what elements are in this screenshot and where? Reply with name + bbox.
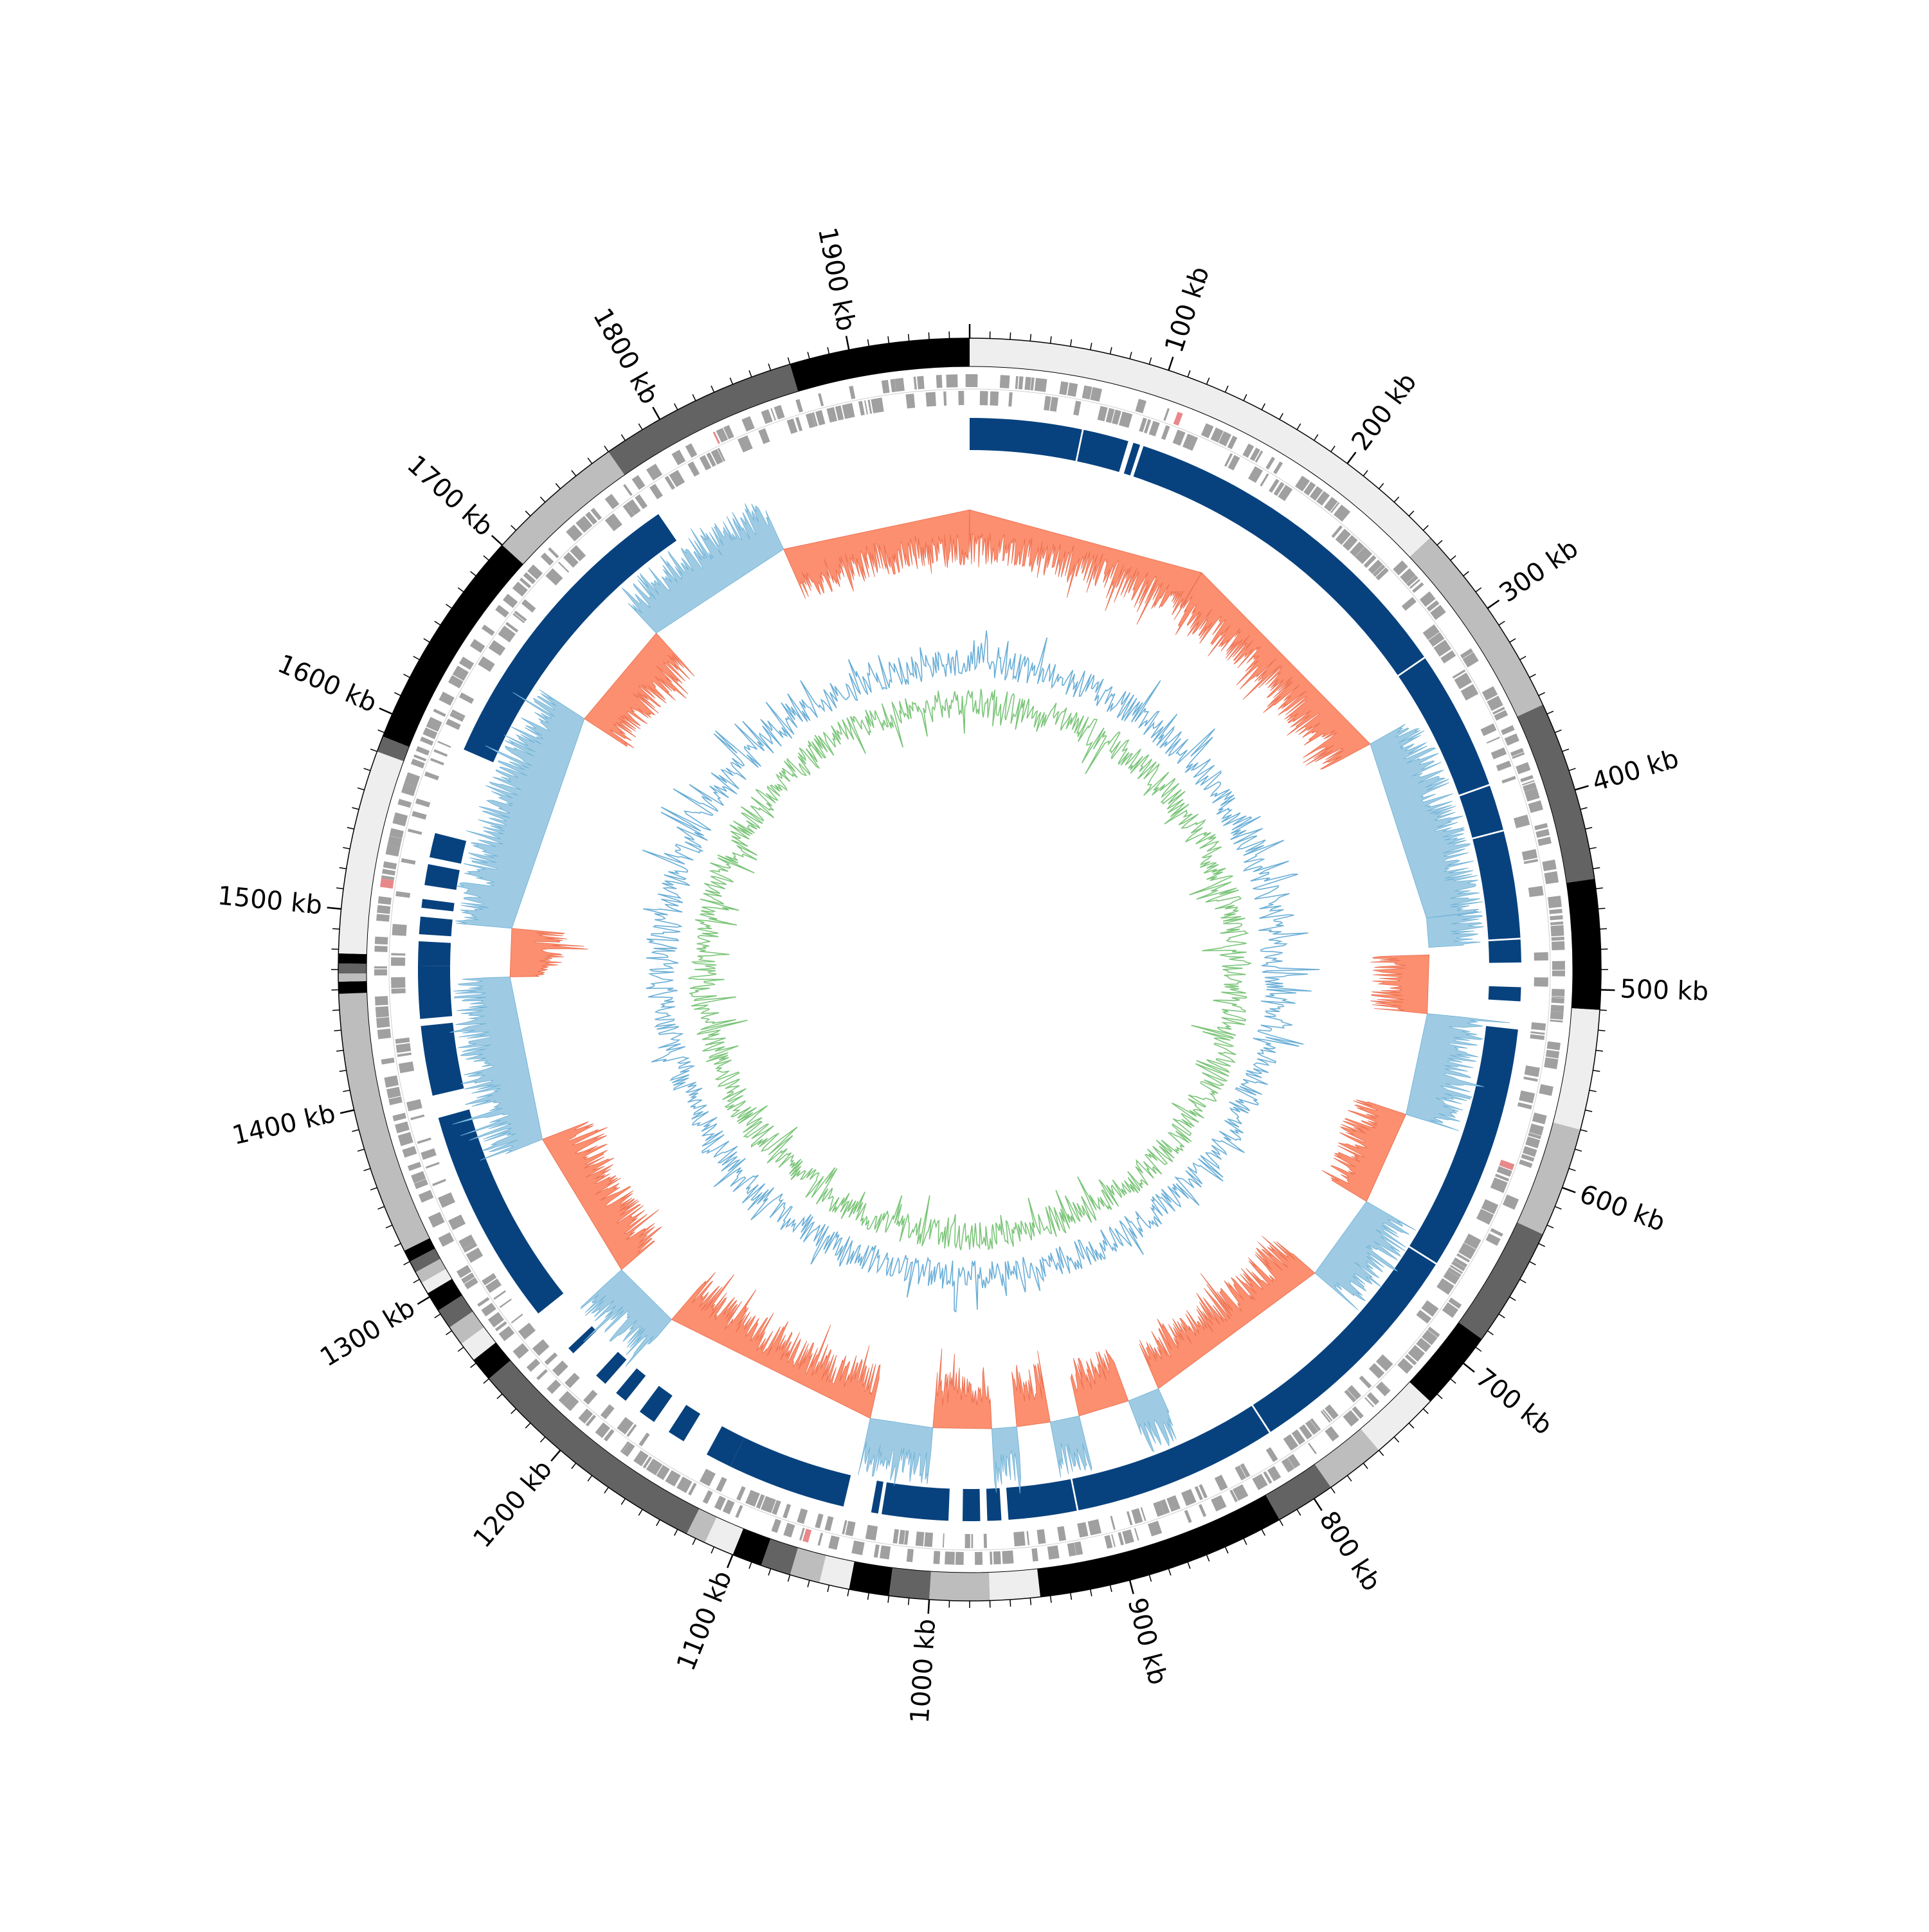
gene-feature xyxy=(1548,896,1562,908)
gene-feature xyxy=(1551,1005,1564,1013)
gene-feature xyxy=(972,1534,974,1548)
gene-feature xyxy=(1534,952,1548,961)
gene-feature xyxy=(958,391,964,405)
gene-feature xyxy=(880,1546,891,1560)
minor-tick xyxy=(1600,1010,1607,1011)
minor-tick xyxy=(1010,332,1011,339)
synteny-block xyxy=(418,966,452,1019)
gene-feature xyxy=(1544,871,1559,884)
minor-tick xyxy=(1030,1598,1031,1605)
gene-feature xyxy=(966,374,970,387)
gene-feature xyxy=(375,996,388,1006)
gene-feature xyxy=(377,1029,391,1039)
minor-tick xyxy=(928,332,929,339)
synteny-block xyxy=(1489,939,1521,962)
gene-feature xyxy=(1534,977,1548,987)
gene-feature xyxy=(984,1534,987,1548)
contig-segment xyxy=(338,953,367,964)
gene-feature xyxy=(391,977,405,988)
contig-segment xyxy=(989,1569,1040,1600)
gene-feature xyxy=(1552,989,1564,997)
gene-feature xyxy=(1552,941,1565,950)
contig-segment xyxy=(929,1571,990,1601)
gene-feature xyxy=(975,1552,983,1565)
contig-segment xyxy=(338,973,367,982)
gene-feature xyxy=(375,937,388,944)
gene-feature xyxy=(377,905,390,914)
gene-feature xyxy=(1000,375,1010,388)
gene-feature xyxy=(392,988,406,993)
gene-feature xyxy=(946,374,957,388)
minor-tick xyxy=(1030,334,1031,341)
gene-feature xyxy=(894,378,905,392)
contig-segment xyxy=(338,964,367,974)
gene-feature xyxy=(1550,1011,1564,1020)
gene-feature xyxy=(1552,961,1565,970)
synteny-block xyxy=(1489,986,1521,1002)
minor-tick xyxy=(1600,928,1607,929)
gene-feature xyxy=(391,957,405,966)
gene-feature xyxy=(936,375,943,388)
gene-feature xyxy=(1047,1546,1060,1560)
synteny-block xyxy=(986,1488,1002,1521)
minor-tick xyxy=(1598,1030,1605,1031)
gene-feature xyxy=(1035,378,1047,392)
gene-feature xyxy=(1552,971,1565,977)
gene-feature xyxy=(905,393,915,408)
gene-feature xyxy=(1550,925,1564,937)
gene-feature xyxy=(374,946,387,952)
gene-feature xyxy=(374,966,387,968)
gene-feature xyxy=(1002,1551,1013,1564)
gene-feature xyxy=(980,391,988,405)
gene-feature xyxy=(933,1551,940,1564)
major-tick xyxy=(1600,989,1615,990)
gene-feature xyxy=(1552,998,1564,1004)
scale-label: 500 kb xyxy=(1620,974,1709,1006)
gene-feature xyxy=(945,1551,955,1565)
contig-segment xyxy=(338,981,367,994)
minor-tick xyxy=(334,1030,341,1031)
gene-feature xyxy=(1013,1531,1026,1546)
gene-feature xyxy=(916,1531,925,1546)
gene-feature xyxy=(376,1006,389,1018)
gene-feature xyxy=(970,374,977,387)
gene-feature xyxy=(391,953,405,955)
synteny-block xyxy=(418,941,451,966)
gene-feature xyxy=(374,970,387,976)
major-tick xyxy=(928,1600,929,1614)
gene-feature xyxy=(924,1532,933,1547)
gene-feature xyxy=(1552,937,1564,941)
gene-feature xyxy=(917,376,925,390)
gene-feature xyxy=(392,924,407,936)
contig-segment xyxy=(889,1567,930,1600)
minor-tick xyxy=(1598,908,1605,909)
gene-feature xyxy=(376,1017,390,1028)
gene-feature xyxy=(990,392,999,406)
synteny-block xyxy=(419,917,453,937)
gene-feature xyxy=(965,1534,970,1548)
synteny-block xyxy=(963,1489,981,1521)
minor-tick xyxy=(332,1010,340,1011)
gene-feature xyxy=(955,1552,964,1565)
gene-feature xyxy=(993,1551,1001,1565)
gene-feature xyxy=(376,914,390,922)
gene-feature xyxy=(926,392,936,407)
minor-tick xyxy=(332,928,340,929)
minor-tick xyxy=(1010,1600,1011,1607)
